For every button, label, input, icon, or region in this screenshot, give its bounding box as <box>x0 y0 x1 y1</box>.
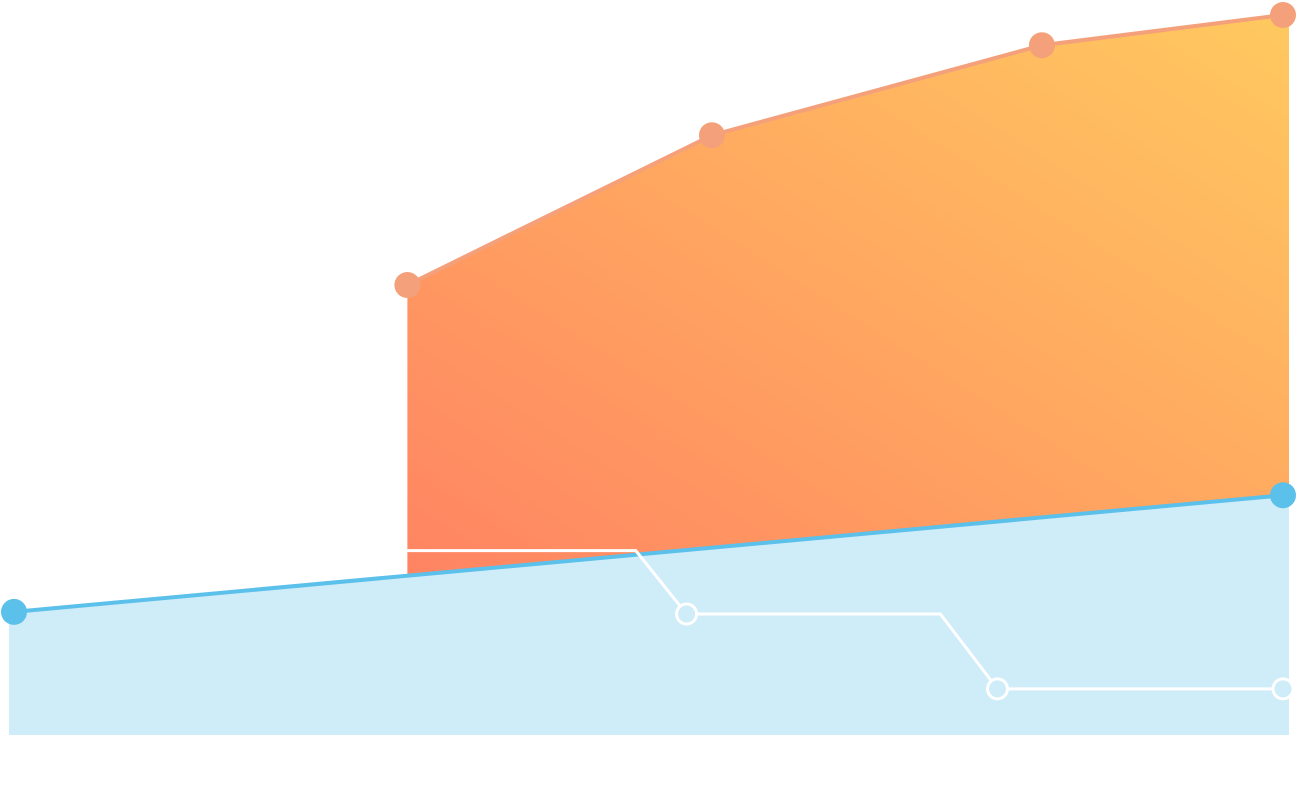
orange-point <box>698 122 725 149</box>
white-line <box>407 549 1283 691</box>
orange-point <box>1028 32 1055 59</box>
white-point <box>985 677 1009 701</box>
orange-point <box>394 272 421 298</box>
white-point <box>1271 677 1295 701</box>
orange-point <box>1270 2 1296 28</box>
blue-line <box>13 493 1284 614</box>
orange-area <box>407 15 1289 576</box>
white-point <box>675 602 699 626</box>
orange-line <box>406 13 1284 287</box>
blue-point <box>1270 482 1296 509</box>
blue-point <box>1 598 27 625</box>
blue-area <box>9 495 1289 735</box>
